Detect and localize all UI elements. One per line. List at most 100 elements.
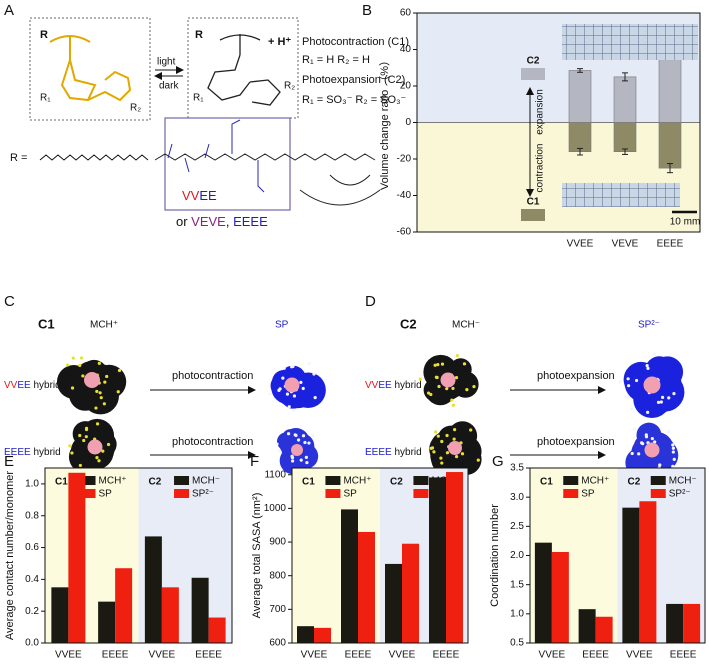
blob-dot <box>439 456 443 460</box>
label: C1 <box>38 316 55 331</box>
blob-dot <box>646 410 650 414</box>
x-tick-label: VVEE <box>626 650 653 661</box>
label: R₂ <box>130 103 141 114</box>
core <box>643 376 661 394</box>
legend-label: MCH⁺ <box>99 476 127 487</box>
blob-dot <box>440 461 444 465</box>
y-tick-label: 0 <box>405 117 411 128</box>
bar <box>208 617 226 643</box>
gel <box>521 209 545 221</box>
blob-dot <box>290 365 294 369</box>
blob-dot <box>116 390 120 394</box>
y-tick-label: 900 <box>269 537 286 548</box>
error-bar <box>622 72 628 82</box>
blob-dot <box>79 356 84 360</box>
blob-dot <box>290 454 294 458</box>
label: C2 <box>400 316 417 331</box>
label: MCH⁺ <box>90 320 118 331</box>
y-tick-label: -60 <box>397 227 412 238</box>
blob-dot <box>640 441 644 445</box>
blob-dot <box>301 434 306 438</box>
label: contraction <box>535 144 546 193</box>
blob-dot <box>303 440 307 445</box>
label: + H⁺ <box>268 36 291 48</box>
label: R₁ <box>40 93 51 104</box>
text-part: EEEE <box>233 214 268 229</box>
label: SP²⁻ <box>638 320 660 331</box>
panel-label: B <box>362 2 372 19</box>
blob-dot <box>472 384 476 389</box>
text-part: hybrid <box>392 447 422 458</box>
core <box>448 441 462 455</box>
bar <box>446 472 463 643</box>
blob-dot <box>433 363 437 367</box>
core <box>84 372 100 388</box>
chain <box>167 119 265 193</box>
legend-label: SP <box>581 489 595 500</box>
structure <box>207 34 281 106</box>
region-label: C1 <box>540 477 553 488</box>
label: R₂ <box>284 81 295 92</box>
text-part: EEEE <box>365 447 392 458</box>
blob-dot <box>84 427 89 432</box>
legend-label: MCH⁻ <box>192 476 220 487</box>
blob-dot <box>429 392 433 397</box>
x-tick-label: EEEE <box>433 650 460 661</box>
error-bar <box>577 68 583 73</box>
bar <box>297 626 314 643</box>
y-tick-label: 20 <box>400 81 412 92</box>
peptide: VVEE <box>182 188 217 203</box>
blob-dot <box>453 428 457 432</box>
label: photoexpansion <box>537 436 615 448</box>
y-axis-label: Average contact number/monomer <box>4 471 16 640</box>
legend-label: SP²⁻ <box>192 489 214 500</box>
blob-dot <box>293 433 297 437</box>
blob-dot <box>117 368 122 373</box>
label: photoexpansion <box>537 370 615 382</box>
bar <box>613 122 637 153</box>
blob-dot <box>307 361 311 366</box>
blob-dot <box>658 463 662 467</box>
blob-dot <box>277 449 281 453</box>
y-tick-label: 1000 <box>264 503 287 514</box>
y-tick-label: 1.0 <box>510 608 524 619</box>
bar <box>551 552 569 643</box>
blob-dot <box>652 352 656 356</box>
blob-dot <box>82 438 86 443</box>
label: photocontraction <box>172 370 253 382</box>
blob-dot <box>671 450 675 454</box>
blob-dot <box>105 374 109 379</box>
chain <box>39 154 149 161</box>
bar <box>144 536 162 643</box>
label: photocontraction <box>172 436 253 448</box>
blob-dot <box>445 451 450 455</box>
y-axis-label: Average total SASA (nm²) <box>251 493 263 619</box>
label: SP <box>275 320 289 331</box>
error-bar <box>577 147 583 156</box>
x-tick-label: VVEE <box>55 650 82 661</box>
bar <box>568 70 592 123</box>
blob-dot <box>454 455 459 459</box>
chart: C1MCH⁺SPC2MCH⁻SP²⁻60070080090010001100VV… <box>251 467 469 661</box>
region-label: C2 <box>628 477 641 488</box>
axes-frame <box>291 467 469 644</box>
blob-dot <box>95 422 100 426</box>
blob-dot <box>313 396 317 400</box>
y-tick-label: 3.5 <box>510 463 524 474</box>
blob-dot <box>650 436 654 441</box>
blob-dot <box>671 446 675 450</box>
blob-dot <box>630 451 634 456</box>
bar <box>658 122 682 169</box>
legend-label: MCH⁺ <box>581 476 609 487</box>
blob-dot <box>292 394 297 398</box>
blob-dot <box>296 438 301 442</box>
label: light <box>157 57 176 68</box>
box <box>29 17 151 121</box>
y-tick-label: 0.0 <box>25 638 39 649</box>
scheme: R R₁ R₂ R R₁ R₂ light dark + H⁺ Photocon… <box>10 17 409 229</box>
blob-dot <box>645 364 649 368</box>
region-label: C1 <box>55 477 68 488</box>
y-tick-label: 0.5 <box>510 638 524 649</box>
label: R₁ = H R₂ = H <box>302 54 370 66</box>
y-tick-label: 600 <box>269 638 286 649</box>
